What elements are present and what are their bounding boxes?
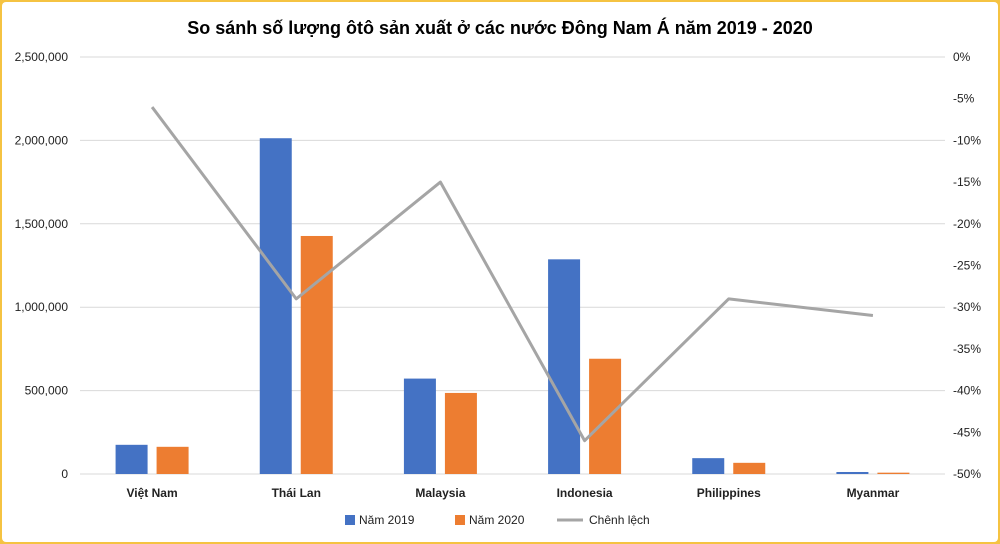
right-tick-label: -50% [953,467,981,481]
bar-2020 [156,446,189,474]
bar-2020 [589,358,622,474]
left-tick-label: 500,000 [25,384,69,398]
legend-label: Năm 2019 [359,513,415,527]
left-axis-ticks: 0 500,000 1,000,000 1,500,000 2,000,000 2,500… [15,50,69,481]
left-tick-label: 2,500,000 [15,50,69,64]
right-tick-label: -35% [953,342,981,356]
right-axis-ticks: 0% -5% -10% -15% -20% -25% -30% -35% -40% -45% -50… [953,50,981,481]
category-label: Myanmar [847,486,900,500]
legend-label: Chênh lệch [589,513,650,527]
right-tick-label: -10% [953,133,981,147]
legend-label: Năm 2020 [469,513,525,527]
bar-2019 [115,444,148,474]
category-label: Việt Nam [127,486,178,500]
legend: Năm 2019 Năm 2020 Chênh lệch [345,513,650,527]
left-tick-label: 1,500,000 [15,217,69,231]
left-tick-label: 2,000,000 [15,133,69,147]
right-tick-label: -20% [953,217,981,231]
right-tick-label: 0% [953,50,971,64]
bar-2019 [403,378,436,474]
category-label: Indonesia [557,486,613,500]
right-tick-label: -15% [953,175,981,189]
bar-series [115,138,910,474]
chart-title: So sánh số lượng ôtô sản xuất ở các nước… [187,17,813,38]
category-label: Malaysia [415,486,465,500]
bar-2020 [733,462,766,474]
bar-2019 [836,471,869,474]
left-tick-label: 1,000,000 [15,300,69,314]
right-tick-label: -5% [953,92,975,106]
right-tick-label: -40% [953,384,981,398]
bar-2019 [692,458,725,474]
bar-2020 [300,235,333,474]
gridlines [80,56,945,475]
right-tick-label: -30% [953,300,981,314]
bar-2020 [877,472,910,474]
legend-swatch [345,515,355,525]
line-chenh-lech [150,106,874,443]
left-tick-label: 0 [61,467,68,481]
line-series [150,106,874,443]
category-label: Philippines [697,486,761,500]
right-tick-label: -45% [953,425,981,439]
legend-swatch [455,515,465,525]
bar-2020 [444,392,477,474]
bar-2019 [548,259,581,474]
right-tick-label: -25% [953,259,981,273]
category-labels: Việt Nam Thái Lan Malaysia Indonesia Philipp… [127,486,900,500]
bar-2019 [259,138,292,474]
category-label: Thái Lan [272,486,321,500]
